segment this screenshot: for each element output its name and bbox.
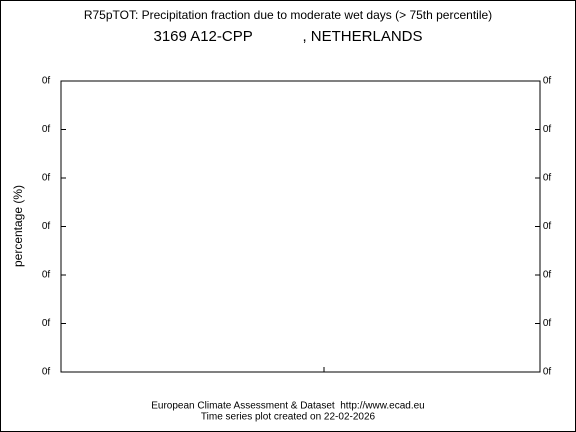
y-tick-label: 0f bbox=[42, 76, 51, 87]
y-tick-label: 0f bbox=[42, 124, 51, 135]
y-tick-label: 0f bbox=[543, 367, 552, 378]
y-tick-label: 0f bbox=[42, 221, 51, 232]
y-tick-label: 0f bbox=[42, 270, 51, 281]
footer-line: Time series plot created on 22-02-2026 bbox=[201, 412, 376, 423]
y-tick-label: 0f bbox=[42, 318, 51, 329]
y-tick-label: 0f bbox=[543, 76, 552, 87]
footer-line: European Climate Assessment & Dataset ht… bbox=[151, 401, 424, 412]
y-tick-label: 0f bbox=[543, 318, 552, 329]
y-tick-label: 0f bbox=[543, 173, 552, 184]
y-tick-label: 0f bbox=[543, 270, 552, 281]
y-axis-label: percentage (%) bbox=[11, 185, 25, 267]
chart-subtitle: 3169 A12-CPP , NETHERLANDS bbox=[154, 28, 423, 45]
y-tick-label: 0f bbox=[543, 124, 552, 135]
y-tick-label: 0f bbox=[543, 221, 552, 232]
y-tick-label: 0f bbox=[42, 173, 51, 184]
y-tick-label: 0f bbox=[42, 367, 51, 378]
chart-title: R75pTOT: Precipitation fraction due to m… bbox=[84, 8, 492, 22]
